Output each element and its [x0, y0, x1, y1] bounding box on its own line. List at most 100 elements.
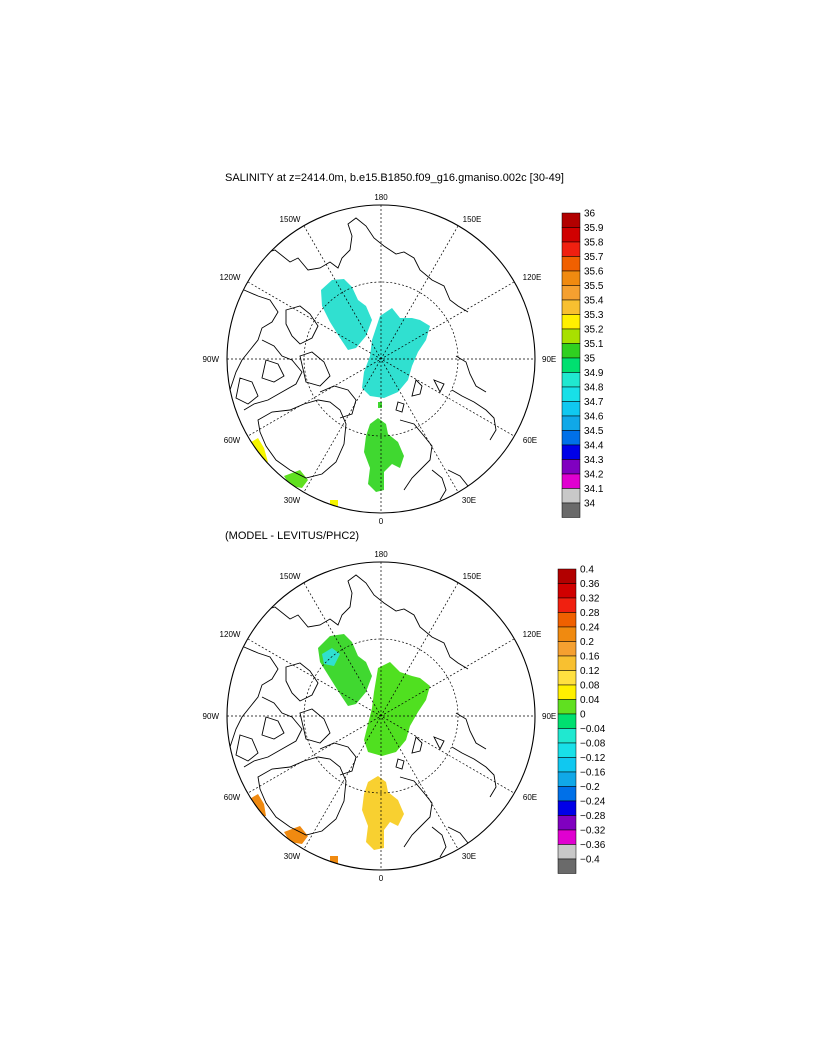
colorbar-label: 0.04 [580, 695, 600, 706]
colorbar-label: −0.08 [580, 739, 606, 750]
colorbar-box [561, 502, 581, 518]
colorbar-label: 34.3 [584, 455, 604, 466]
colorbar-label: 0 [580, 710, 586, 721]
lon-label-0: 0 [379, 874, 384, 883]
colorbar-box [561, 227, 581, 243]
graticule [227, 205, 535, 513]
colorbar-box [557, 829, 577, 845]
colorbar-label: 35.3 [584, 310, 604, 321]
colorbar-label: 0.16 [580, 652, 600, 663]
colorbar-box [557, 684, 577, 700]
lon-label-150w: 150W [280, 572, 301, 581]
colorbar-label: 34.5 [584, 426, 604, 437]
colorbar-label: −0.24 [580, 797, 606, 808]
colorbar-box [557, 641, 577, 657]
colorbar-box [557, 728, 577, 744]
colorbar-label: −0.12 [580, 753, 606, 764]
colorbar-label: 0.32 [580, 594, 600, 605]
lon-label-60w: 60W [224, 793, 241, 802]
colorbar-label: 0.36 [580, 579, 600, 590]
colorbar-box [557, 771, 577, 787]
lon-label-30e: 30E [462, 852, 476, 861]
colorbar-label: 35.6 [584, 267, 604, 278]
colorbar-box [561, 415, 581, 431]
panel-1-title: SALINITY at z=2414.0m, b.e15.B1850.f09_g… [225, 172, 564, 184]
colorbar-box [557, 844, 577, 860]
colorbar-label: −0.04 [580, 724, 606, 735]
colorbar-box [561, 473, 581, 489]
lon-label-30w: 30W [284, 496, 301, 505]
colorbar-label: 34 [584, 499, 596, 510]
colorbar-box [557, 815, 577, 831]
colorbar-label: 34.9 [584, 368, 604, 379]
panel-1-lon-labels: 180 0 90W 90E 150W 150E 120W 120E 60W 60… [203, 193, 557, 526]
panel-2-title: (MODEL - LEVITUS/PHC2) [225, 530, 360, 542]
colorbar-label: −0.28 [580, 811, 606, 822]
colorbar-box [561, 299, 581, 315]
region-central-green-blob [364, 662, 430, 756]
colorbar-label: 36 [584, 209, 596, 220]
lon-label-150e: 150E [463, 215, 482, 224]
panel-2-lon-labels: 180 0 90W 90E 150W 150E 120W 120E 60W 60… [203, 550, 557, 883]
coastlines [229, 574, 497, 858]
region-central-arctic-blob [362, 308, 430, 398]
colorbar-box [561, 459, 581, 475]
colorbar-label: 34.6 [584, 412, 604, 423]
map-border [226, 561, 536, 871]
lon-label-60e: 60E [523, 436, 537, 445]
lon-label-150e: 150E [463, 572, 482, 581]
colorbar-box [557, 670, 577, 686]
colorbar-box [561, 372, 581, 388]
colorbar-box [561, 401, 581, 417]
colorbar-label: 35.8 [584, 238, 604, 249]
colorbar-box [557, 612, 577, 628]
lon-label-180: 180 [374, 550, 388, 559]
panel-1-colorbar: 36 35.9 35.8 35.7 35.6 35.5 35.4 35.3 35.2 35.1 35… [561, 209, 604, 518]
colorbar-box [561, 444, 581, 460]
lon-label-90w: 90W [203, 712, 220, 721]
colorbar-box [561, 212, 581, 228]
colorbar-label: −0.32 [580, 826, 606, 837]
colorbar-box [557, 713, 577, 729]
region-atlantic-green-blob [364, 418, 404, 492]
colorbar-label: 0.08 [580, 681, 600, 692]
colorbar-label: 0.12 [580, 666, 600, 677]
colorbar-box [561, 256, 581, 272]
panel-2-colorbar: 0.4 0.36 0.32 0.28 0.24 0.2 0.16 0.12 0.08 0.04 0 −… [557, 565, 606, 874]
colorbar-box [561, 314, 581, 330]
lon-label-90w: 90W [203, 355, 220, 364]
colorbar-box [557, 757, 577, 773]
lon-label-30e: 30E [462, 496, 476, 505]
region-greenland-sea-orange [284, 826, 308, 844]
colorbar-label: 34.2 [584, 470, 604, 481]
region-small-cell [378, 402, 382, 408]
colorbar-label: 0.2 [580, 637, 594, 648]
lon-label-150w: 150W [280, 215, 301, 224]
colorbar-box [561, 241, 581, 257]
colorbar-label: −0.16 [580, 768, 606, 779]
colorbar-label: 0.4 [580, 565, 594, 576]
colorbar-label: −0.2 [580, 782, 600, 793]
colorbar-label: 35 [584, 354, 596, 365]
colorbar-label: 34.8 [584, 383, 604, 394]
colorbar-label: 35.4 [584, 296, 604, 307]
colorbar-label: 0.24 [580, 623, 600, 634]
colorbar-label: −0.36 [580, 840, 606, 851]
colorbar-label: −0.4 [580, 855, 600, 866]
lon-label-120w: 120W [220, 630, 241, 639]
map-border [226, 204, 536, 514]
colorbar-box [557, 742, 577, 758]
panel-2-map: 180 0 90W 90E 150W 150E 120W 120E 60W 60… [203, 550, 606, 883]
colorbar-label: 34.4 [584, 441, 604, 452]
colorbar-label: 35.9 [584, 223, 604, 234]
colorbar-label: 34.7 [584, 397, 604, 408]
colorbar-box [557, 858, 577, 874]
colorbar-box [557, 699, 577, 715]
colorbar-label: 34.1 [584, 484, 604, 495]
region-north-pacific-side-blob [321, 279, 372, 350]
colorbar-label: 35.1 [584, 339, 604, 350]
colorbar-label: 35.5 [584, 281, 604, 292]
colorbar-box [561, 328, 581, 344]
lon-label-120e: 120E [523, 273, 542, 282]
panel-1-map: 180 0 90W 90E 150W 150E 120W 120E 60W 60… [203, 193, 604, 526]
